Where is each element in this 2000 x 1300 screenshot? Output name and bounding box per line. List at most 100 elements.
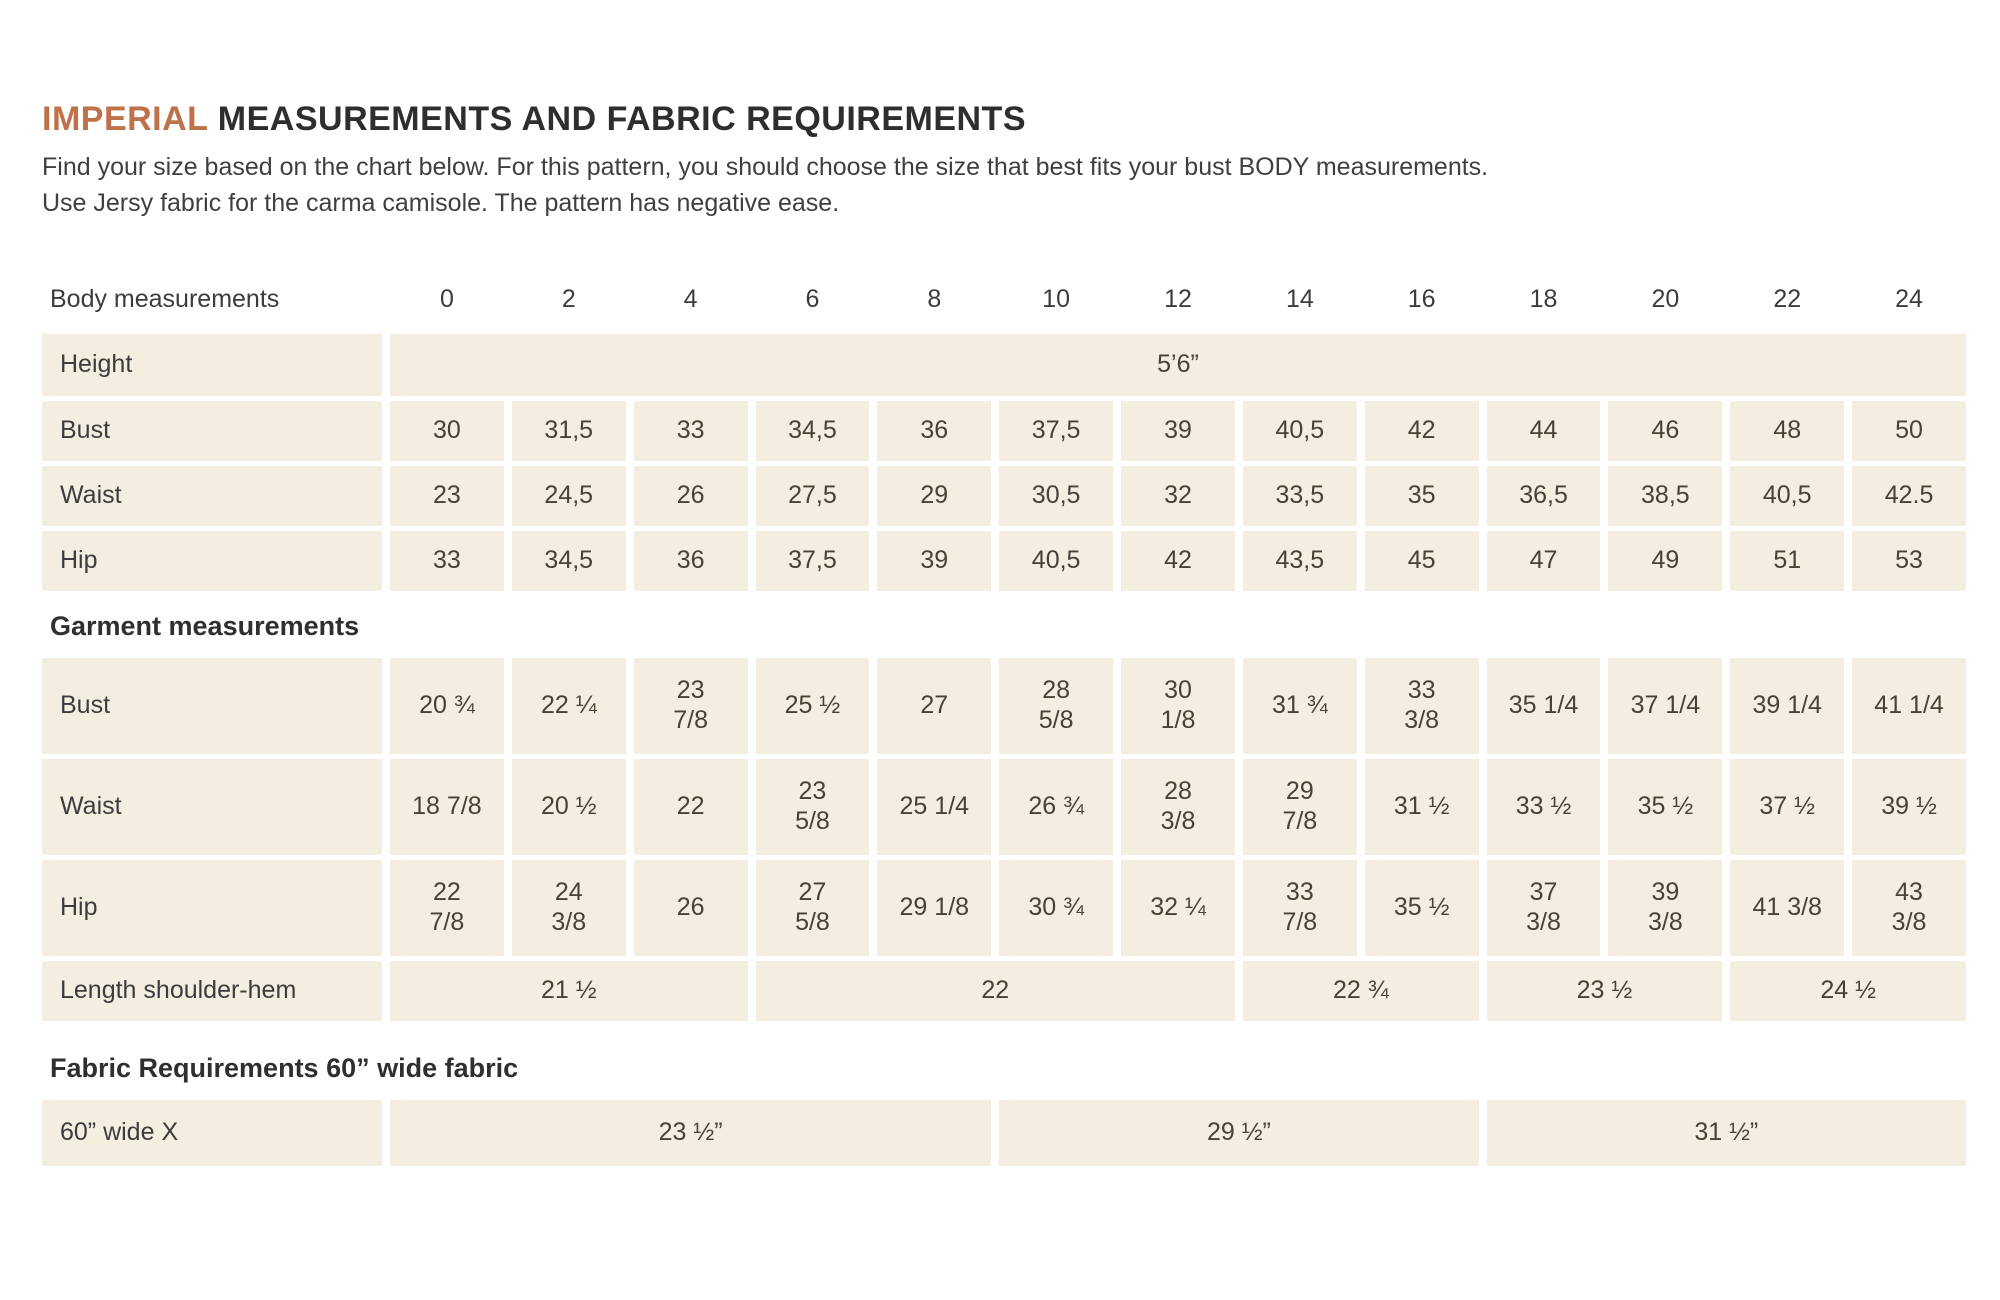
60-wide-x-merged-value-2: 29 ½” [999, 1099, 1479, 1166]
table-row-hip: Hip 22 7/8 24 3/8 26 27 5/8 29 1/8 30 ¾ 32 ¼ 33 … [42, 859, 1966, 956]
waist-value-size-18: 36,5 [1486, 465, 1601, 526]
row-label-waist: Waist [42, 758, 382, 855]
length-shoulder-hem-merged-value-1: 21 ½ [390, 960, 748, 1021]
table-row-hip: Hip 33 34,5 36 37,5 39 40,5 42 43,5 45 47 49 51 53 [42, 530, 1966, 591]
size-column-header-6: 6 [805, 284, 820, 313]
hip-value-size-10: 40,5 [999, 530, 1114, 591]
garment-measurements-heading: Garment measurements [50, 610, 360, 641]
hip-value-size-0: 22 7/8 [390, 859, 504, 956]
hip-value-size-8: 29 1/8 [877, 859, 992, 956]
waist-value-size-20: 35 ½ [1608, 758, 1723, 855]
table-row-60-wide-x: 60” wide X 23 ½” 29 ½” 31 ½” [42, 1099, 1966, 1166]
hip-value-size-20: 49 [1608, 530, 1723, 591]
waist-value-size-22: 40,5 [1730, 465, 1845, 526]
row-label-waist: Waist [42, 465, 382, 526]
table-row-length-shoulder-hem: Length shoulder-hem 21 ½ 22 22 ¾ 23 ½ 24 ½ [42, 960, 1966, 1021]
page-title-accent: IMPERIAL [42, 100, 208, 138]
bust-value-size-18: 35 1/4 [1486, 657, 1601, 754]
hip-value-size-12: 32 ¼ [1121, 859, 1235, 956]
size-column-header-16: 16 [1407, 284, 1436, 313]
hip-value-size-16: 45 [1364, 530, 1479, 591]
garment-measurements-section: Bust 20 ¾ 22 ¼ 23 7/8 25 ½ 27 28 5/8 30 1/8 31 ¾… [42, 657, 1966, 1021]
row-label-bust: Bust [42, 657, 382, 754]
waist-value-size-16: 35 [1364, 465, 1479, 526]
header-label: Body measurements [50, 284, 280, 313]
hip-value-size-2: 24 3/8 [511, 859, 626, 956]
row-label-height: Height [42, 333, 382, 396]
waist-value-size-2: 20 ½ [511, 758, 626, 855]
page-title: IMPERIAL MEASUREMENTS AND FABRIC REQUIRE… [42, 100, 1966, 139]
size-column-header-20: 20 [1651, 284, 1680, 313]
waist-value-size-0: 18 7/8 [390, 758, 504, 855]
waist-value-size-6: 23 5/8 [755, 758, 870, 855]
hip-value-size-22: 51 [1730, 530, 1845, 591]
waist-value-size-24: 39 ½ [1852, 758, 1966, 855]
bust-value-size-22: 48 [1730, 400, 1845, 461]
row-label-bust: Bust [42, 400, 382, 461]
subtitle-line-2: Use Jersy fabric for the carma camisole.… [42, 189, 840, 218]
bust-value-size-8: 27 [877, 657, 992, 754]
waist-value-size-4: 26 [633, 465, 748, 526]
hip-value-size-6: 37,5 [755, 530, 870, 591]
size-column-header-4: 4 [683, 284, 698, 313]
bust-value-size-2: 31,5 [511, 400, 626, 461]
bust-value-size-10: 28 5/8 [999, 657, 1114, 754]
bust-value-size-24: 50 [1852, 400, 1966, 461]
bust-value-size-4: 23 7/8 [633, 657, 748, 754]
subtitle-line-1: Find your size based on the chart below.… [42, 153, 1489, 181]
bust-value-size-6: 34,5 [755, 400, 870, 461]
hip-value-size-2: 34,5 [511, 530, 626, 591]
size-column-header-0: 0 [439, 284, 454, 313]
hip-value-size-12: 42 [1121, 530, 1235, 591]
bust-value-size-16: 42 [1364, 400, 1479, 461]
body-measurements-section: Height 5’6” Bust 30 31,5 33 34,5 36 37,5 39 40,5 42… [42, 333, 1966, 591]
size-header-row: Body measurements 0 2 4 6 8 10 12 14 16 18 20 22 24 [42, 280, 1966, 320]
bust-value-size-10: 37,5 [999, 400, 1114, 461]
row-label-hip: Hip [42, 859, 382, 956]
waist-value-size-22: 37 ½ [1730, 758, 1845, 855]
length-shoulder-hem-merged-value-3: 22 ¾ [1242, 960, 1479, 1021]
table-row-waist: Waist 18 7/8 20 ½ 22 23 5/8 25 1/4 26 ¾ 28 3/8 2… [42, 758, 1966, 855]
measurement-table: Body measurements 0 2 4 6 8 10 12 14 16 18 20 22 24 … [42, 280, 1966, 1166]
60-wide-x-merged-value-1: 23 ½” [390, 1099, 992, 1166]
row-label-hip: Hip [42, 530, 382, 591]
hip-value-size-22: 41 3/8 [1730, 859, 1845, 956]
size-column-header-2: 2 [561, 284, 576, 313]
hip-value-size-4: 26 [633, 859, 748, 956]
waist-value-size-0: 23 [390, 465, 504, 526]
bust-value-size-6: 25 ½ [755, 657, 870, 754]
bust-value-size-12: 30 1/8 [1121, 657, 1235, 754]
size-column-header-10: 10 [1042, 284, 1071, 313]
length-shoulder-hem-merged-value-4: 23 ½ [1486, 960, 1723, 1021]
hip-value-size-24: 43 3/8 [1852, 859, 1966, 956]
waist-value-size-12: 28 3/8 [1121, 758, 1235, 855]
fabric-requirements-heading: Fabric Requirements 60” wide fabric [50, 1052, 519, 1083]
waist-value-size-18: 33 ½ [1486, 758, 1601, 855]
table-row-height: Height 5’6” [42, 333, 1966, 396]
bust-value-size-12: 39 [1121, 400, 1235, 461]
waist-value-size-14: 33,5 [1242, 465, 1357, 526]
hip-value-size-0: 33 [390, 530, 504, 591]
bust-value-size-20: 37 1/4 [1608, 657, 1723, 754]
size-column-header-18: 18 [1529, 284, 1558, 313]
waist-value-size-24: 42.5 [1852, 465, 1966, 526]
waist-value-size-14: 29 7/8 [1242, 758, 1357, 855]
waist-value-size-8: 25 1/4 [877, 758, 992, 855]
size-column-header-24: 24 [1895, 284, 1923, 313]
waist-value-size-20: 38,5 [1608, 465, 1723, 526]
waist-value-size-4: 22 [633, 758, 748, 855]
length-shoulder-hem-merged-value-5: 24 ½ [1730, 960, 1966, 1021]
row-label-60-wide-x: 60” wide X [42, 1099, 382, 1166]
size-column-header-14: 14 [1285, 284, 1314, 313]
hip-value-size-8: 39 [877, 530, 992, 591]
page-subtitle: Find your size based on the chart below.… [42, 149, 1922, 222]
bust-value-size-20: 46 [1608, 400, 1723, 461]
hip-value-size-10: 30 ¾ [999, 859, 1114, 956]
waist-value-size-6: 27,5 [755, 465, 870, 526]
size-chart-page: IMPERIAL MEASUREMENTS AND FABRIC REQUIRE… [42, 100, 1966, 1166]
hip-value-size-20: 39 3/8 [1608, 859, 1723, 956]
size-column-header-12: 12 [1164, 284, 1192, 313]
size-column-header-8: 8 [927, 284, 942, 313]
bust-value-size-2: 22 ¼ [511, 657, 626, 754]
table-row-bust: Bust 30 31,5 33 34,5 36 37,5 39 40,5 42 44 46 48 50 [42, 400, 1966, 461]
